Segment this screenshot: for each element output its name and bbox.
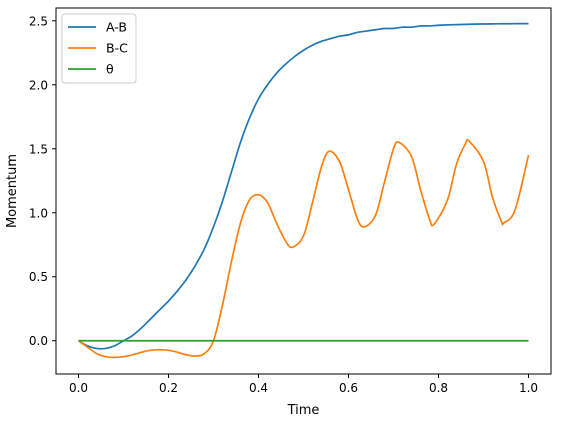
axes-frame	[55, 7, 552, 375]
x-tick-label: 0.8	[429, 381, 448, 395]
x-tick-label: 0.2	[159, 381, 178, 395]
plot-area	[78, 22, 530, 359]
series-line-1	[78, 22, 529, 350]
x-tick-label: 0.4	[249, 381, 268, 395]
y-tick-label: 0.5	[29, 270, 48, 284]
x-axis-label: Time	[287, 403, 320, 418]
y-axis-label: Momentum	[5, 154, 20, 228]
legend-label: θ	[106, 62, 114, 77]
legend-label: B-C	[106, 41, 128, 56]
y-tick-label: 1.5	[29, 142, 48, 156]
x-tick-label: 0.0	[69, 381, 88, 395]
y-axis-ticks: 0.0 0.5 1.0 1.5 2.0 2.5	[29, 14, 56, 348]
x-tick-label: 0.6	[339, 381, 358, 395]
series-line-2	[78, 138, 530, 359]
y-tick-label: 0.0	[29, 334, 48, 348]
y-tick-label: 2.0	[29, 78, 48, 92]
y-tick-label: 1.0	[29, 206, 48, 220]
legend-label: A-B	[106, 20, 127, 35]
x-tick-label: 1.0	[519, 381, 538, 395]
legend-box	[61, 13, 137, 84]
y-tick-label: 2.5	[29, 14, 48, 28]
legend: A-B B-C θ	[61, 13, 137, 84]
x-axis-ticks: 0.0 0.2 0.4 0.6 0.8 1.0	[69, 374, 538, 395]
